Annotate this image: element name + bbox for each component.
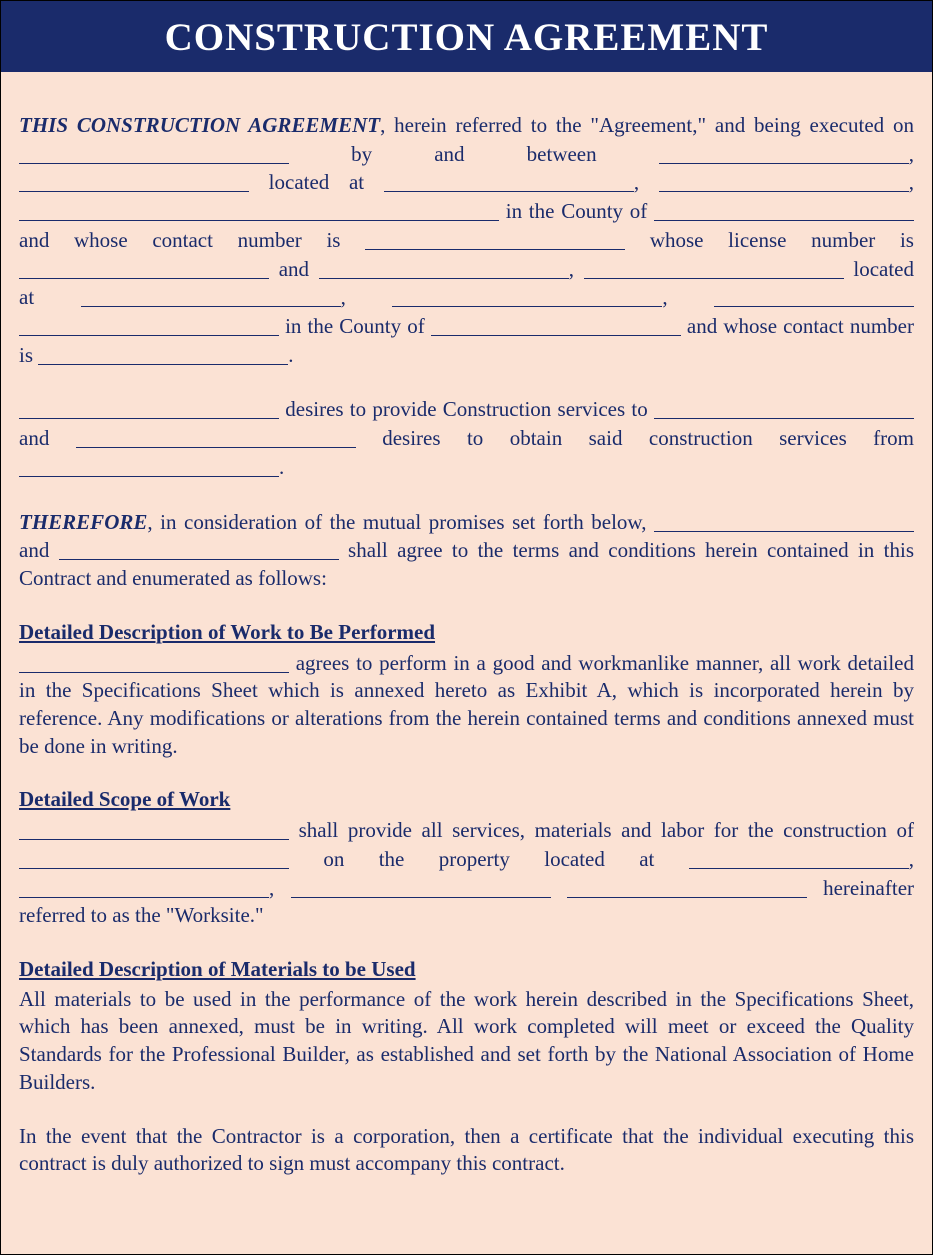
blank-worksite-3[interactable] [291, 877, 551, 898]
therefore-lead: THEREFORE [19, 510, 147, 534]
text: and [19, 426, 76, 450]
blank-county1[interactable] [654, 200, 914, 221]
text: located at [249, 170, 384, 194]
text: desires to obtain said construction serv… [356, 426, 914, 450]
blank-county2[interactable] [431, 315, 681, 336]
text: and whose contact number is [19, 228, 365, 252]
blank-addr2[interactable] [659, 171, 909, 192]
blank-worksite-4[interactable] [567, 877, 807, 898]
text: shall provide all services, materials an… [289, 818, 914, 842]
text: . [288, 343, 293, 367]
recital-paragraph-1: desires to provide Construction services… [19, 395, 914, 481]
section-body-materials-2: In the event that the Contractor is a co… [19, 1123, 914, 1178]
blank-addr-b3[interactable] [714, 286, 914, 307]
blank-addr-b4[interactable] [19, 315, 279, 336]
text: , [909, 847, 914, 871]
text: in the County of [279, 314, 431, 338]
blank-addr-b1[interactable] [81, 286, 341, 307]
section-title-materials: Detailed Description of Materials to be … [19, 956, 914, 984]
text: by and between [289, 142, 659, 166]
document-body: THIS CONSTRUCTION AGREEMENT, herein refe… [1, 72, 932, 1254]
text: , herein referred to the "Agreement," an… [380, 113, 914, 137]
section-body-scope: shall provide all services, materials an… [19, 816, 914, 930]
blank-addr-b2[interactable] [392, 286, 662, 307]
document-title: CONSTRUCTION AGREEMENT [165, 16, 769, 59]
intro-lead: THIS CONSTRUCTION AGREEMENT [19, 113, 380, 137]
section-body-materials-1: All materials to be used in the performa… [19, 986, 914, 1097]
text: whose license number is [625, 228, 914, 252]
text: . [279, 455, 284, 479]
section-title-scope: Detailed Scope of Work [19, 786, 914, 814]
blank-license[interactable] [19, 258, 269, 279]
blank-recipient[interactable] [654, 398, 914, 419]
section-title-work-description: Detailed Description of Work to Be Perfo… [19, 619, 914, 647]
blank-scope-provider[interactable] [19, 819, 289, 840]
blank-date[interactable] [19, 143, 289, 164]
blank-contact2[interactable] [38, 344, 288, 365]
blank-provider2[interactable] [19, 456, 279, 477]
text: , [341, 285, 393, 309]
section-body-work-description: agrees to perform in a good and workmanl… [19, 649, 914, 761]
blank-party1-name[interactable] [659, 143, 909, 164]
text: , [909, 170, 914, 194]
blank-recipient2[interactable] [76, 427, 356, 448]
blank-party1-name2[interactable] [19, 171, 249, 192]
text [551, 876, 567, 900]
text: , [634, 170, 659, 194]
text: , [269, 876, 291, 900]
text: , [569, 257, 584, 281]
blank-construction-of[interactable] [19, 848, 289, 869]
blank-addr3[interactable] [19, 200, 499, 221]
blank-agree-party1[interactable] [654, 511, 914, 532]
text: , [662, 285, 714, 309]
blank-party2-name[interactable] [319, 258, 569, 279]
blank-agree-party2[interactable] [59, 539, 339, 560]
therefore-paragraph: THEREFORE, in consideration of the mutua… [19, 508, 914, 593]
blank-contact1[interactable] [365, 229, 625, 250]
text: desires to provide Construction services… [279, 397, 654, 421]
document-title-bar: CONSTRUCTION AGREEMENT [1, 1, 932, 72]
text: and [269, 257, 319, 281]
blank-party2-name2[interactable] [584, 258, 844, 279]
text: , in consideration of the mutual promise… [147, 510, 654, 534]
text: on the property located at [289, 847, 689, 871]
blank-addr1[interactable] [384, 171, 634, 192]
blank-provider[interactable] [19, 398, 279, 419]
blank-worksite-2[interactable] [19, 877, 269, 898]
blank-performer[interactable] [19, 652, 289, 673]
document-page: CONSTRUCTION AGREEMENT THIS CONSTRUCTION… [0, 0, 933, 1255]
text: , [909, 142, 914, 166]
blank-worksite-1[interactable] [689, 848, 909, 869]
text: and [19, 538, 59, 562]
intro-paragraph: THIS CONSTRUCTION AGREEMENT, herein refe… [19, 112, 914, 369]
text: in the County of [499, 199, 654, 223]
